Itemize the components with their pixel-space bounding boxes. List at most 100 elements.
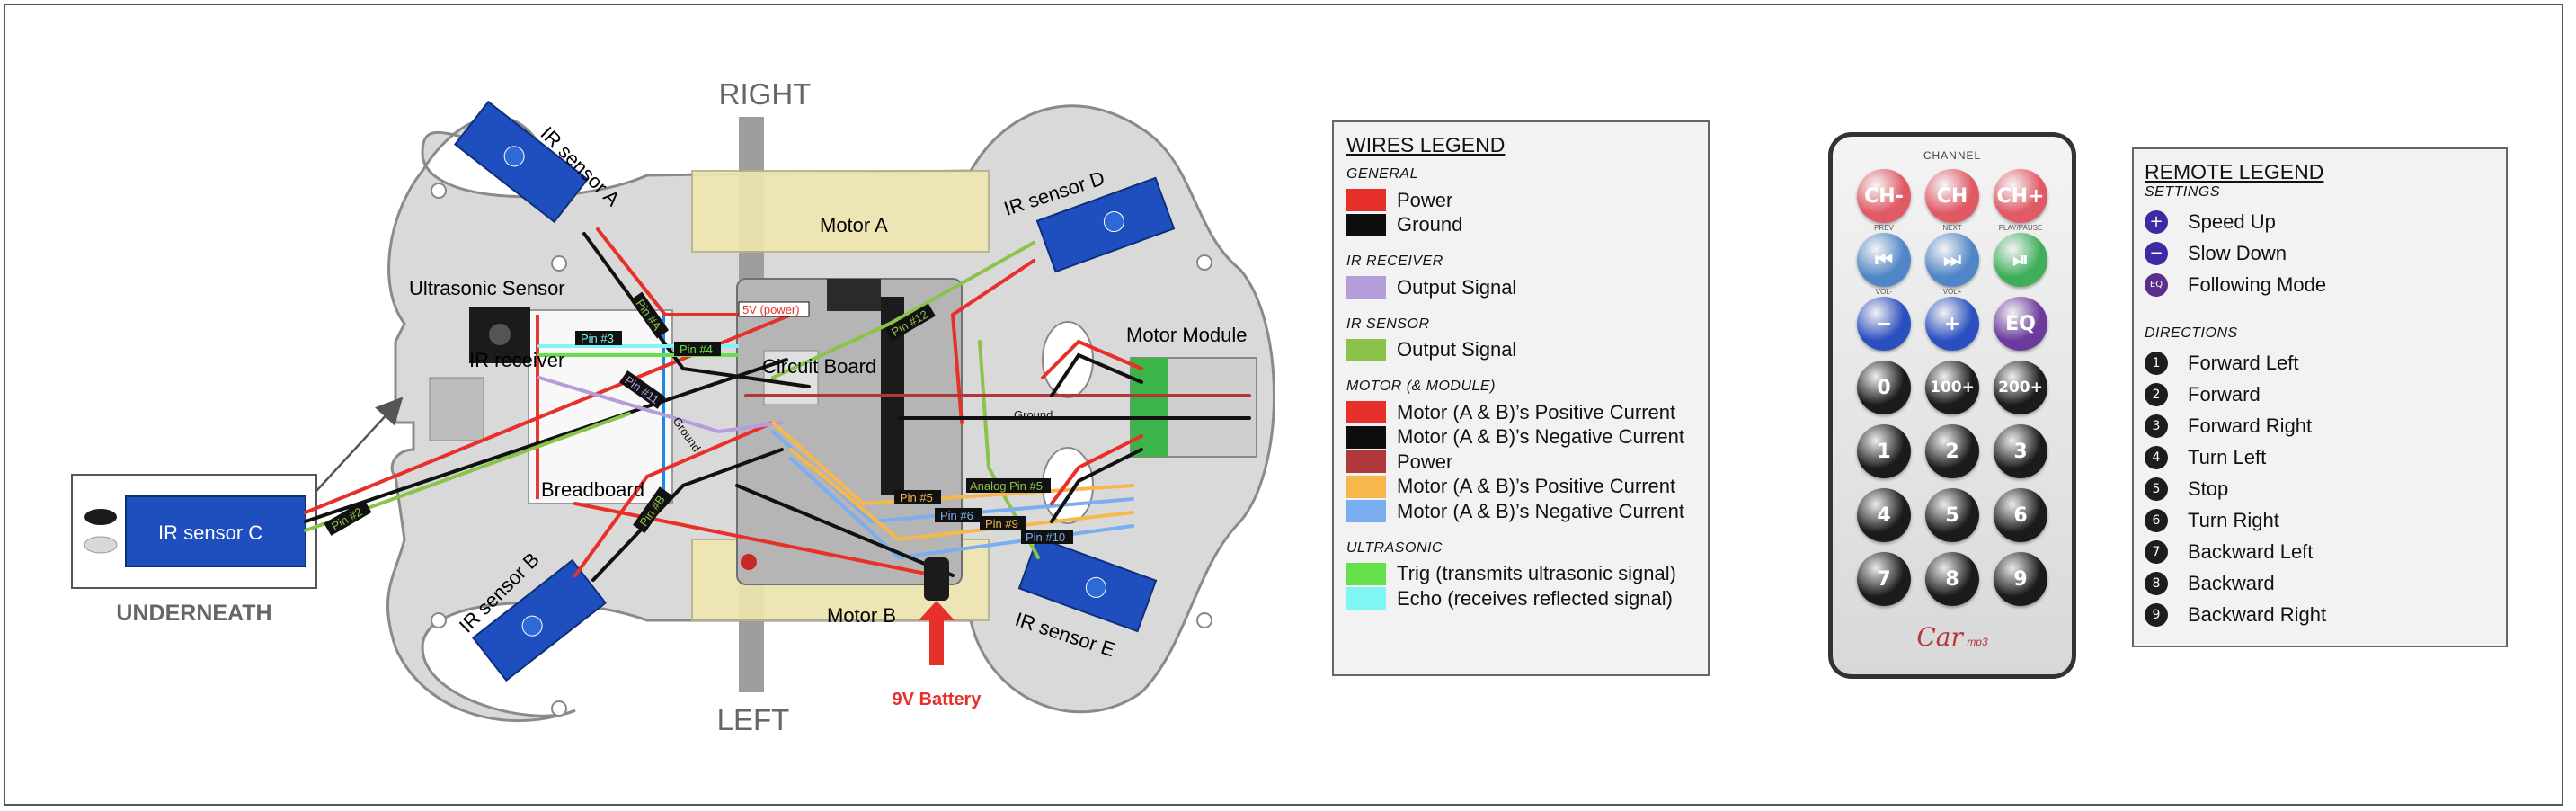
wire-motor-a-negative (1050, 352, 1143, 397)
remote-button-row: CH- PREV CH NEXT CH+ PLAY/PAUSE (1856, 169, 2048, 233)
wire-legend-label: Motor (A & B)’s Positive Current (1397, 475, 1676, 498)
pin-4-tag: Pin #4 (680, 343, 713, 356)
right-side-label: RIGHT (719, 77, 812, 111)
remote-brand-logo: Car mp3 (1833, 622, 2072, 652)
remote-button[interactable]: 4 (1857, 488, 1911, 542)
wire-battery-power (573, 502, 937, 577)
mount-hole (431, 183, 447, 199)
wires-legend-item: Motor (A & B)’s Positive Current (1346, 400, 1695, 425)
remote-button-cell: ⏯ (1993, 233, 2048, 297)
breadboard-label: Breadboard (541, 478, 644, 501)
remote-button-cell: − (1856, 297, 1912, 361)
plus-icon: + (2145, 209, 2168, 234)
remote-button[interactable]: + (1925, 297, 1979, 351)
wire-legend-label: Power (1397, 188, 1453, 211)
wire-ground (582, 232, 811, 388)
remote-button-cell: 3 (1993, 424, 2048, 488)
breadboard-ground-rail (662, 315, 665, 499)
remote-button[interactable]: 5 (1925, 488, 1979, 542)
left-side-label: LEFT (717, 703, 790, 736)
wire-motor-b-positive (1050, 434, 1143, 505)
pin-6-tag: Pin #6 (940, 509, 973, 522)
ir-receiver-label: IR receiver (469, 349, 564, 371)
remote-button[interactable]: EQ (1994, 297, 2047, 351)
remote-button[interactable]: CH (1925, 169, 1979, 223)
battery-connector (924, 557, 949, 601)
wire-ground (304, 358, 788, 523)
direction-number-badge: 7 (2145, 539, 2168, 564)
remote-button[interactable]: 2 (1925, 424, 1979, 478)
wire-power (596, 227, 739, 316)
direction-number-badge: 2 (2145, 382, 2168, 406)
remote-button-cell: + (1924, 297, 1980, 361)
wires-legend-sections: GENERAL Power Ground IR RECEIVER Output Sign… (1346, 166, 1695, 611)
wires-legend-section-heading: IR RECEIVER (1346, 254, 1443, 269)
wires-legend-item: Echo (receives reflected signal) (1346, 586, 1695, 611)
remote-button[interactable]: 8 (1925, 552, 1979, 606)
remote-button[interactable]: 6 (1994, 488, 2047, 542)
remote-setting-item: + Speed Up (2145, 206, 2495, 237)
remote-setting-label: Speed Up (2188, 209, 2276, 233)
wire-color-swatch (1346, 450, 1386, 474)
remote-button[interactable]: 0 (1857, 361, 1911, 414)
remote-direction-item: 8 Backward (2145, 567, 2495, 599)
remote-button[interactable]: ⏯ (1994, 233, 2047, 287)
remote-button[interactable]: ⏭ (1925, 233, 1979, 287)
direction-number-badge: 9 (2145, 602, 2168, 627)
wire-ir-receiver-output (537, 376, 784, 434)
motor-b-label: Motor B (827, 604, 896, 627)
ir-remote: CHANNEL CH- PREV CH NEXT CH+ PLAY/PAUSE ⏮ VOL- ⏭… (1828, 132, 2076, 679)
motor-module-terminals (1131, 358, 1168, 457)
pin-10-tag: Pin #10 (1026, 530, 1065, 544)
remote-button[interactable]: 100+ (1925, 361, 1979, 414)
ir-sensor-c-label: IR sensor C (158, 521, 262, 544)
remote-button[interactable]: 200+ (1994, 361, 2047, 414)
wires-legend-item: Motor (A & B)’s Negative Current (1346, 425, 1695, 450)
remote-button[interactable]: − (1857, 297, 1911, 351)
remote-button-cell: 9 (1993, 552, 2048, 616)
wire-color-swatch (1346, 500, 1386, 523)
remote-button[interactable]: 7 (1857, 552, 1911, 606)
remote-button-cell: 6 (1993, 488, 2048, 552)
underneath-arrow (315, 397, 404, 492)
remote-setting-label: Slow Down (2188, 241, 2287, 264)
remote-button[interactable]: 9 (1994, 552, 2047, 606)
diagram-frame (4, 4, 2563, 806)
wire-legend-label: Output Signal (1397, 338, 1517, 361)
remote-button-cell: CH NEXT (1924, 169, 1980, 233)
remote-direction-item: 6 Turn Right (2145, 504, 2495, 536)
remote-direction-label: Forward (2188, 382, 2261, 406)
wires-legend-item: Trig (transmits ultrasonic signal) (1346, 562, 1695, 587)
remote-button[interactable]: CH- (1857, 169, 1911, 223)
remote-legend: REMOTE LEGEND SETTINGS + Speed Up − Slow Do… (2132, 147, 2508, 647)
remote-button-cell: 2 (1924, 424, 1980, 488)
remote-setting-label: Following Mode (2188, 272, 2327, 296)
remote-button[interactable]: CH+ (1994, 169, 2047, 223)
motor-a-body (691, 170, 990, 253)
remote-button[interactable]: 1 (1857, 424, 1911, 478)
wires-legend-item: Power (1346, 188, 1695, 213)
ir-sensor-d-board (1035, 176, 1176, 273)
remote-button-cell: 200+ (1993, 361, 2048, 424)
remote-button-grid: CH- PREV CH NEXT CH+ PLAY/PAUSE ⏮ VOL- ⏭ VOL+ ⏯ − + E… (1856, 169, 2048, 616)
wire-ir-output (771, 241, 1035, 379)
wire-color-swatch (1346, 587, 1386, 610)
breadboard-power-rail (536, 315, 539, 499)
remote-button[interactable]: ⏮ (1857, 233, 1911, 287)
remote-button[interactable]: 3 (1994, 424, 2047, 478)
power-jack (827, 279, 881, 311)
minus-icon: − (2145, 241, 2168, 265)
remote-button-cell: CH+ PLAY/PAUSE (1993, 169, 2048, 233)
remote-direction-item: 3 Forward Right (2145, 410, 2495, 441)
wires-legend-section-heading: IR SENSOR (1346, 316, 1430, 332)
ir-sensor-e-board (1017, 536, 1158, 633)
remote-button-sublabel: VOL+ (1942, 288, 1962, 296)
remote-direction-item: 2 Forward (2145, 379, 2495, 410)
circuit-board-label: Circuit Board (762, 355, 876, 378)
remote-button-cell: 1 (1856, 424, 1912, 488)
wire-legend-label: Motor (A & B)’s Negative Current (1397, 499, 1684, 522)
remote-direction-item: 5 Stop (2145, 473, 2495, 504)
wires-legend-section-heading: MOTOR (& MODULE) (1346, 379, 1496, 394)
